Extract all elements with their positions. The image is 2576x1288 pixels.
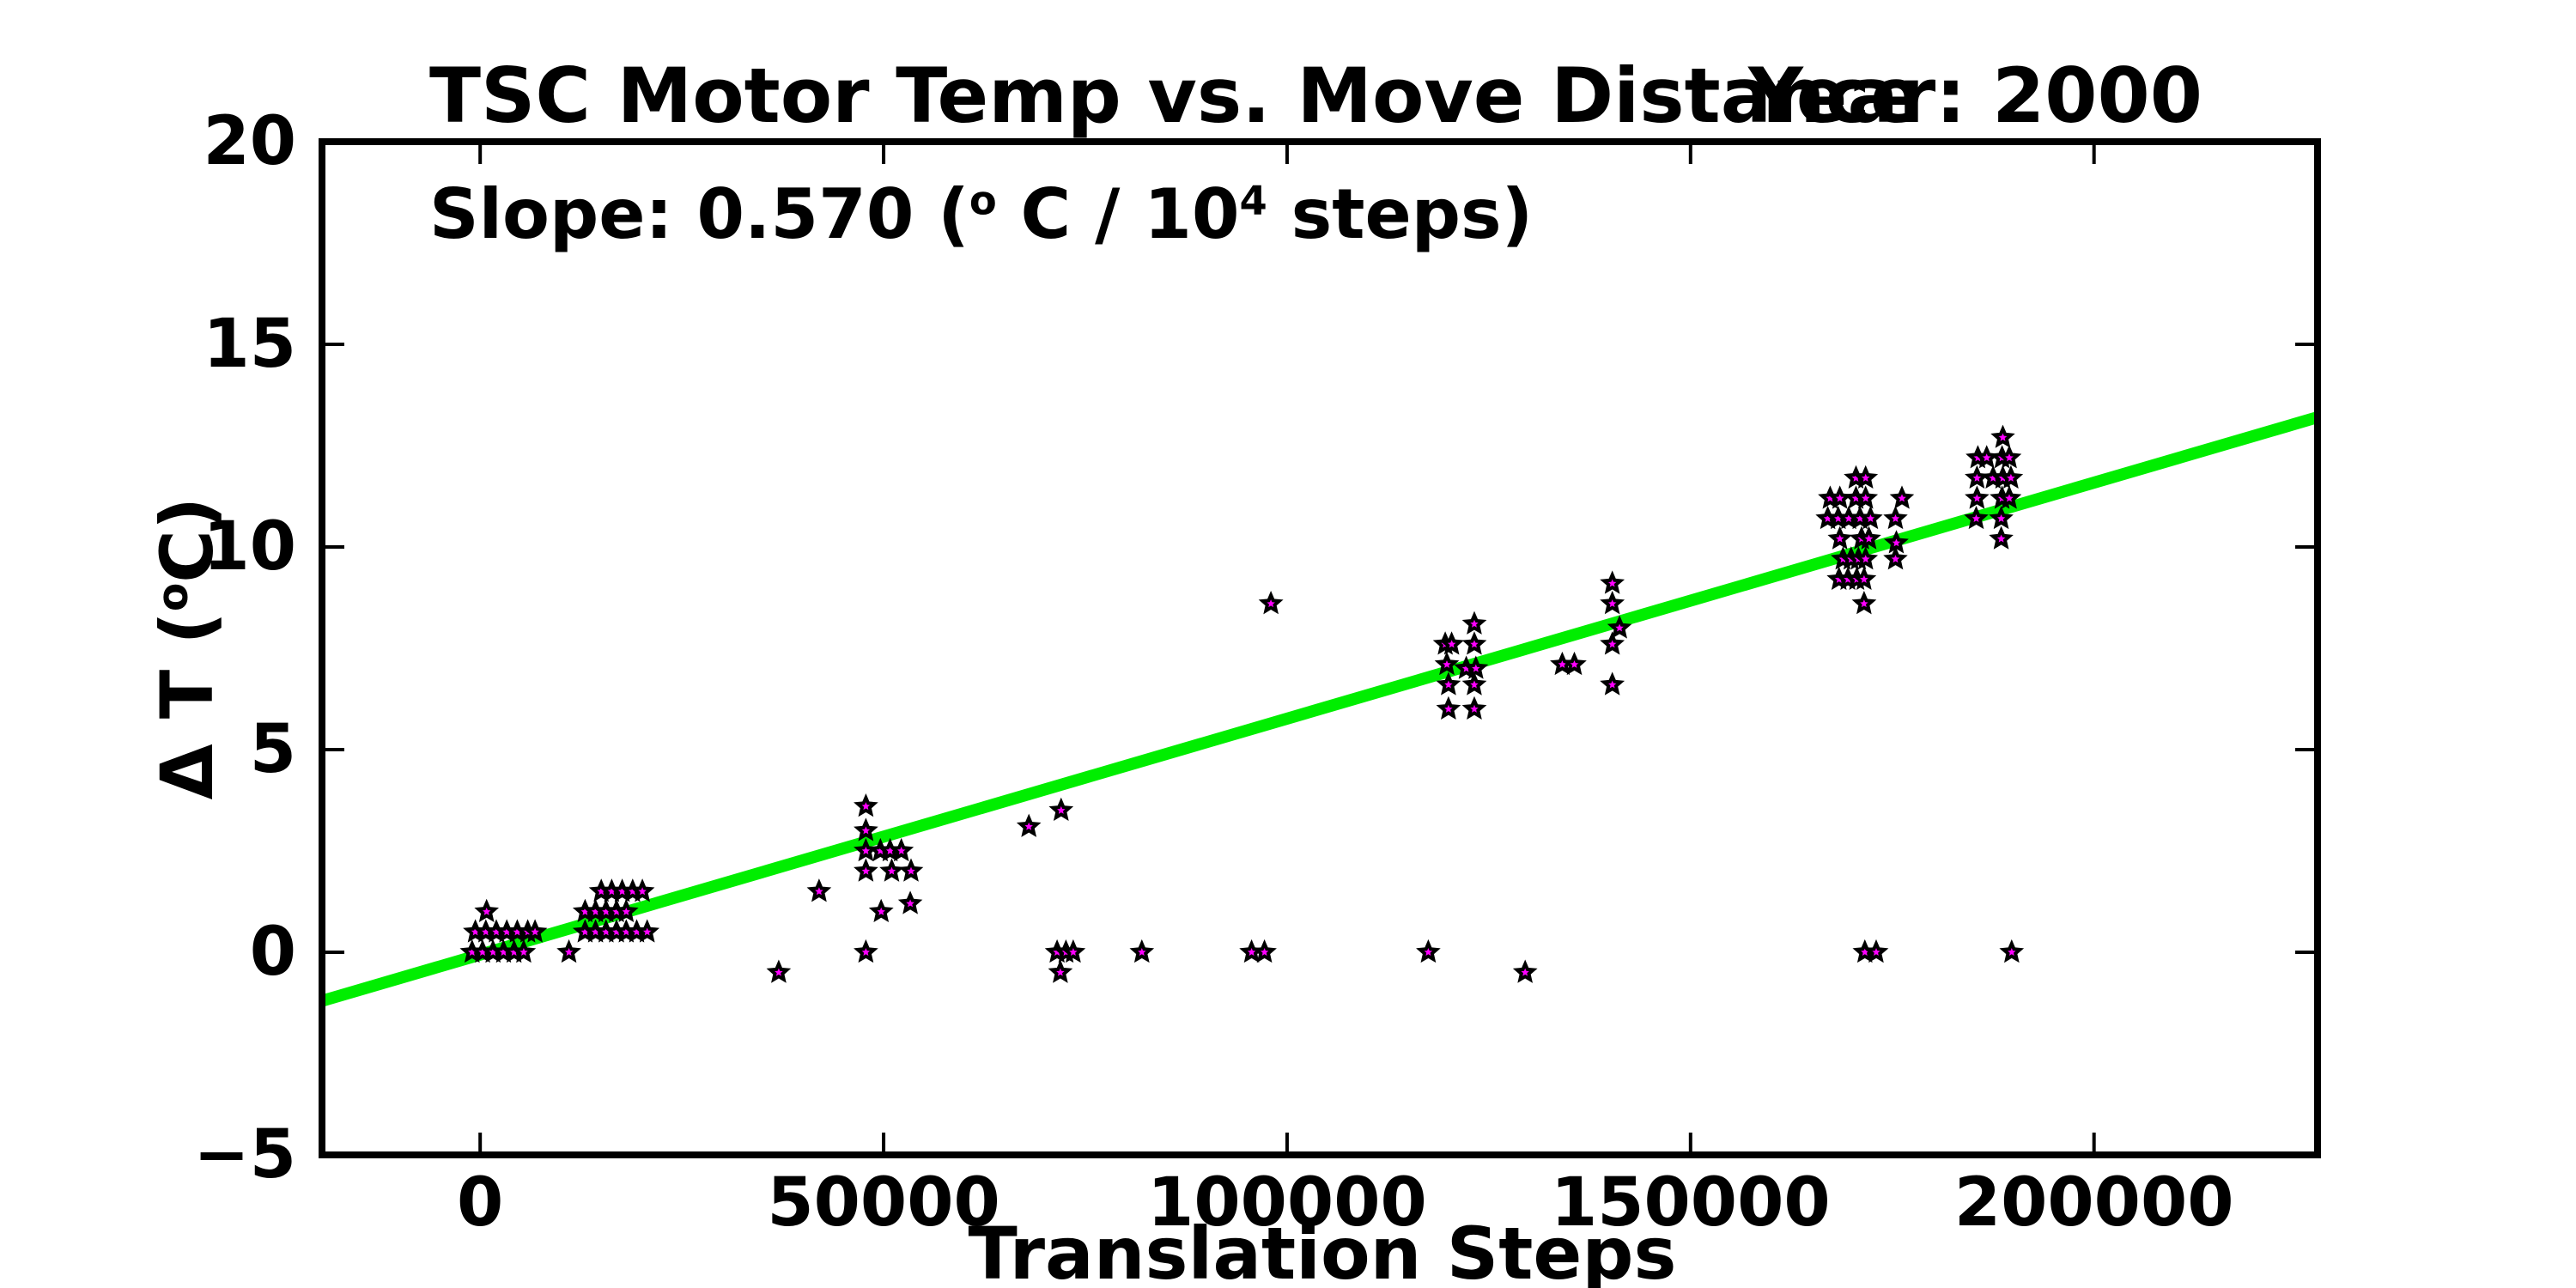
- scatter-point-star: [1863, 939, 1889, 963]
- scatter-point-star: [1827, 526, 1853, 550]
- scatter-point-star: [1600, 570, 1625, 594]
- scatter-point-star: [1600, 631, 1625, 655]
- slope-annotation-degree-sup: o: [969, 177, 997, 224]
- y-tick-label-text: 5: [249, 711, 296, 788]
- scatter-point-star: [1512, 959, 1538, 983]
- y-tick-label: 5: [250, 716, 296, 817]
- scatter-point-star: [1607, 615, 1632, 639]
- x-tick-label: 150000: [1550, 1164, 1831, 1242]
- scatter-point-star: [898, 858, 924, 882]
- scatter-point-star: [1129, 939, 1155, 963]
- scatter-point-star: [1856, 526, 1881, 550]
- scatter-point-star: [889, 837, 914, 862]
- y-tick-label-text: 10: [203, 508, 296, 586]
- scatter-point-star: [1060, 939, 1086, 963]
- scatter-point-star: [1974, 445, 1999, 469]
- x-tick-label: 0: [457, 1164, 504, 1242]
- scatter-point-star: [1016, 813, 1042, 837]
- y-tick-label-text: 20: [203, 103, 296, 180]
- year-label: Year: 2000: [1748, 52, 2202, 140]
- scatter-point-star: [1998, 465, 2024, 489]
- y-axis-label-degree-sup: o: [149, 582, 197, 612]
- axes-spines: [319, 138, 2321, 1158]
- x-tick-label: 100000: [1147, 1164, 1427, 1242]
- scatter-point-star: [1851, 566, 1877, 591]
- scatter-point-star: [1048, 797, 1074, 821]
- scatter-point-star: [629, 878, 655, 902]
- y-tick-label: 10: [203, 513, 296, 614]
- x-tick-label: 50000: [767, 1164, 1000, 1242]
- scatter-point-star: [1434, 651, 1460, 676]
- y-axis-label-prefix: Δ T (: [145, 611, 229, 800]
- scatter-point-star: [1883, 505, 1908, 530]
- scatter-point-star: [1965, 465, 1990, 489]
- scatter-point-star: [879, 858, 904, 882]
- y-tick-label: −5: [193, 1121, 296, 1222]
- y-tick-label: 15: [203, 311, 296, 411]
- scatter-point-star: [854, 817, 878, 841]
- slope-annotation-exponent-sup: 4: [1239, 177, 1267, 224]
- scatter-point-star: [1600, 591, 1625, 615]
- scatter-point-star: [1436, 671, 1461, 696]
- scatter-point-star: [1996, 445, 2022, 469]
- x-axis-label: Translation Steps: [968, 1212, 1677, 1288]
- x-tick-label: 200000: [1953, 1164, 2234, 1242]
- scatter-point-star: [1999, 939, 2025, 963]
- scatter-point-star: [1965, 485, 1990, 509]
- scatter-point-star: [766, 959, 792, 983]
- scatter-point-star: [1858, 505, 1883, 530]
- slope-annotation-mid: C / 10: [996, 174, 1240, 254]
- scatter-point-star: [1461, 611, 1487, 635]
- scatter-point-star: [613, 898, 639, 922]
- scatter-point-star: [1990, 424, 2015, 448]
- scatter-point-star: [1463, 655, 1489, 679]
- scatter-point-star: [1436, 696, 1461, 720]
- scatter-point-star: [1562, 651, 1587, 676]
- scatter-point-star: [1853, 485, 1879, 509]
- slope-annotation-prefix: Slope: 0.570 (: [429, 174, 969, 254]
- scatter-point-star: [1964, 505, 1989, 530]
- scatter-point-star: [1889, 485, 1915, 509]
- scatter-point-star: [854, 793, 878, 817]
- scatter-point-star: [1461, 696, 1487, 720]
- scatter-point-star: [1989, 505, 2014, 530]
- slope-annotation: Slope: 0.570 (o C / 104 steps): [429, 180, 1533, 249]
- scatter-point-star: [1258, 591, 1284, 615]
- scatter-point-star: [854, 939, 878, 963]
- y-tick-label: 20: [203, 108, 296, 209]
- scatter-point-star: [1989, 526, 2014, 550]
- scatter-point-star: [1883, 546, 1908, 570]
- scatter-point-star: [635, 919, 660, 943]
- scatter-point-star: [1827, 485, 1853, 509]
- chart-title: TSC Motor Temp vs. Move Distance: [429, 52, 1922, 140]
- scatter-point-star: [854, 858, 878, 882]
- scatter-point-star: [1461, 671, 1487, 696]
- scatter-point-star: [1252, 939, 1277, 963]
- y-tick-label-text: −5: [193, 1116, 296, 1194]
- scatter-point-star: [1600, 671, 1625, 696]
- scatter-point-star: [511, 939, 537, 963]
- scatter-point-star: [522, 919, 548, 943]
- scatter-point-star: [897, 890, 923, 914]
- scatter-point-star: [1884, 530, 1909, 554]
- scatter-point-star: [806, 878, 832, 902]
- y-tick-label: 0: [250, 919, 296, 1019]
- scatter-point-star: [1048, 959, 1073, 983]
- scatter-point-star: [1853, 465, 1879, 489]
- scatter-point-star: [556, 939, 581, 963]
- scatter-point-star: [1851, 591, 1877, 615]
- scatter-point-star: [1996, 485, 2022, 509]
- scatter-point-star: [1461, 631, 1487, 655]
- scatter-point-star: [474, 898, 500, 922]
- scatter-point-star: [1416, 939, 1441, 963]
- scatter-point-star: [868, 898, 894, 923]
- slope-annotation-suffix: steps): [1267, 174, 1534, 254]
- scatter-point-star: [1439, 631, 1465, 655]
- y-tick-label-text: 0: [249, 914, 296, 991]
- scatter-point-star: [1853, 546, 1879, 570]
- y-tick-label-text: 15: [203, 306, 296, 383]
